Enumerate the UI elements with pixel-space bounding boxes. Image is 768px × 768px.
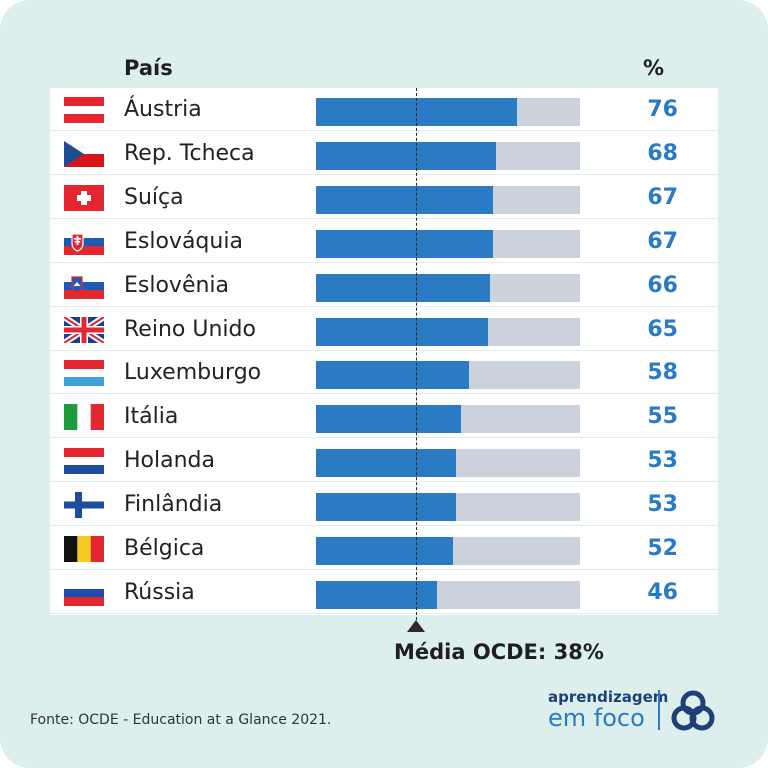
bar-russia xyxy=(316,580,438,609)
country-label: Suíça xyxy=(124,184,184,210)
switzerland-flag-icon xyxy=(64,184,104,211)
country-label: Bélgica xyxy=(124,536,205,561)
country-label: Finlândia xyxy=(124,492,223,518)
bar-track xyxy=(316,185,580,214)
average-line xyxy=(416,88,418,625)
brand-logo: aprendizagem em foco xyxy=(548,688,728,736)
country-label: Itália xyxy=(124,404,179,430)
czech-flag-icon xyxy=(64,140,104,167)
bar-track xyxy=(316,361,580,390)
bar-track xyxy=(316,449,580,478)
bar-track xyxy=(316,317,580,346)
value-label: 52 xyxy=(647,536,678,561)
bar-eslovaquia xyxy=(316,229,493,258)
italy-flag-icon xyxy=(64,404,104,431)
finland-flag-icon xyxy=(64,492,104,519)
country-label: Eslovênia xyxy=(124,272,230,298)
value-label: 53 xyxy=(647,492,678,518)
average-label: Média OCDE: 38% xyxy=(394,640,604,664)
bar-track xyxy=(316,537,580,565)
bar-reino-unido xyxy=(316,317,488,346)
bar-row-belgica: Bélgica 52 xyxy=(50,527,718,570)
value-label: 46 xyxy=(647,579,678,605)
brand-name-line2: em foco xyxy=(548,704,645,732)
bar-row-austria: Áustria 76 xyxy=(50,88,718,131)
value-label: 76 xyxy=(647,97,678,122)
slovakia-flag-icon xyxy=(64,228,104,255)
bar-track xyxy=(316,273,580,302)
country-label: Eslováquia xyxy=(124,228,243,254)
average-arrow-icon xyxy=(407,620,426,632)
netherlands-flag-icon xyxy=(64,448,104,475)
brand-knot-icon xyxy=(671,690,715,731)
bar-row-rep-tcheca: Rep. Tcheca 68 xyxy=(50,132,718,175)
bar-row-italia: Itália 55 xyxy=(50,395,718,439)
austria-flag-icon xyxy=(64,97,104,123)
source-note: Fonte: OCDE - Education at a Glance 2021… xyxy=(30,712,332,728)
uk-flag-icon xyxy=(64,316,104,343)
header-country: País xyxy=(124,56,173,80)
slovenia-flag-icon xyxy=(64,272,104,299)
brand-divider xyxy=(658,690,660,730)
bar-row-finlandia: Finlândia 53 xyxy=(50,483,718,527)
header-percent: % xyxy=(643,56,665,80)
bar-suica xyxy=(316,185,493,214)
bar-eslovenia xyxy=(316,273,491,302)
value-label: 67 xyxy=(647,228,678,254)
luxembourg-flag-icon xyxy=(64,360,104,387)
value-label: 67 xyxy=(647,184,678,210)
bar-row-russia: Rússia 46 xyxy=(50,571,718,614)
value-label: 65 xyxy=(647,316,678,342)
country-label: Luxemburgo xyxy=(124,360,262,386)
bar-row-reino-unido: Reino Unido 65 xyxy=(50,308,718,351)
country-label: Reino Unido xyxy=(124,316,256,342)
bar-table: Áustria 76 Rep. Tcheca 68 Suíça 67 Eslováquia 6… xyxy=(50,88,718,615)
bar-rep-tcheca xyxy=(316,141,496,170)
country-label: Áustria xyxy=(124,97,202,122)
russia-flag-icon xyxy=(64,579,104,606)
bar-row-eslovenia: Eslovênia 66 xyxy=(50,264,718,307)
bar-track xyxy=(316,98,580,126)
bar-row-suica: Suíça 67 xyxy=(50,176,718,219)
country-label: Rep. Tcheca xyxy=(124,140,255,166)
bar-italia xyxy=(316,405,462,434)
value-label: 66 xyxy=(647,272,678,298)
value-label: 58 xyxy=(647,360,678,386)
bar-holanda xyxy=(316,449,456,478)
belgium-flag-icon xyxy=(64,536,104,562)
brand-name-line1: aprendizagem xyxy=(548,688,669,706)
value-label: 53 xyxy=(647,448,678,474)
bar-row-holanda: Holanda 53 xyxy=(50,439,718,483)
bar-row-eslovaquia: Eslováquia 67 xyxy=(50,220,718,263)
country-label: Holanda xyxy=(124,448,215,474)
value-label: 55 xyxy=(647,404,678,430)
value-label: 68 xyxy=(647,140,678,166)
bar-finlandia xyxy=(316,493,456,522)
country-label: Rússia xyxy=(124,579,195,605)
bar-belgica xyxy=(316,537,454,565)
bar-luxemburgo xyxy=(316,361,470,390)
bar-track xyxy=(316,493,580,522)
bar-track xyxy=(316,580,580,609)
bar-row-luxemburgo: Luxemburgo 58 xyxy=(50,351,718,395)
bar-track xyxy=(316,229,580,258)
bar-track xyxy=(316,405,580,434)
bar-track xyxy=(316,141,580,170)
